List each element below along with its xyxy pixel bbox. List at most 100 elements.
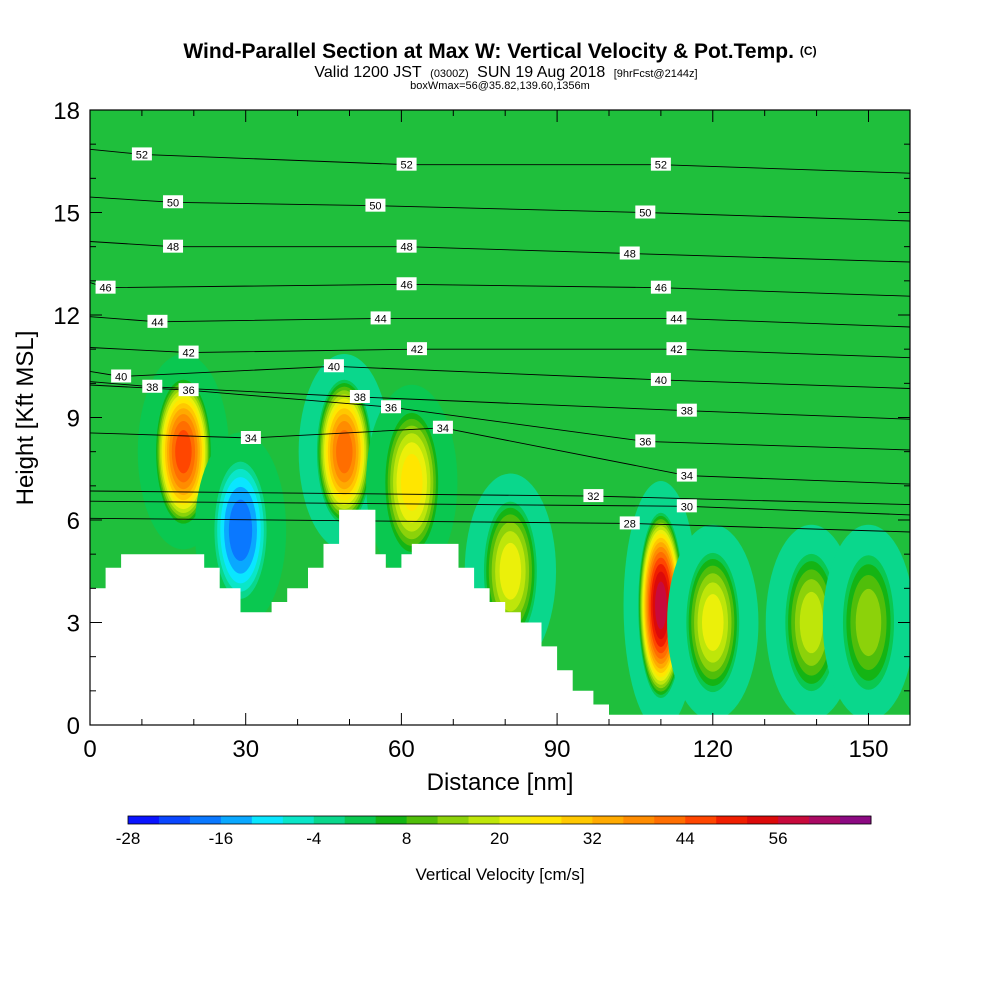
isentrope-label: 38: [349, 390, 370, 404]
velocity-band: [336, 429, 353, 474]
isentrope-label-text: 38: [146, 382, 158, 394]
isentrope-label: 42: [178, 345, 199, 360]
colorbar-swatch: [189, 816, 222, 824]
isentrope-label-text: 34: [437, 423, 449, 435]
isentrope-label: 44: [147, 314, 168, 329]
isentrope-label-box: [95, 280, 116, 294]
y-tick-label: 9: [67, 406, 80, 433]
isentrope-label-text: 50: [639, 208, 651, 220]
velocity-cell: [822, 524, 910, 721]
isentrope-label-text: 52: [136, 149, 148, 161]
colorbar-swatch: [282, 816, 315, 824]
y-tick-label: 0: [67, 713, 80, 740]
y-tick-label: 15: [53, 201, 80, 228]
colorbar-swatch: [623, 816, 655, 824]
isentrope-label: 34: [432, 420, 453, 435]
isentrope-label-box: [676, 468, 697, 482]
isentrope-label: 46: [95, 280, 116, 295]
colorbar-tick-label: 32: [583, 829, 602, 848]
colorbar-swatch: [128, 816, 160, 824]
isentrope-label-text: 42: [182, 348, 194, 360]
velocity-band: [701, 594, 724, 651]
isentrope-label: 50: [163, 195, 184, 209]
isentrope-label-box: [365, 198, 386, 212]
velocity-band: [400, 454, 423, 511]
chart-subtitle: Valid 1200 JST (0300Z) SUN 19 Aug 2018 […: [314, 64, 697, 81]
isentrope-label-text: 46: [655, 283, 667, 295]
velocity-band: [228, 499, 253, 561]
isentrope-label-text: 36: [182, 385, 194, 397]
isentrope-label: 46: [396, 277, 417, 291]
isentrope-label-box: [178, 383, 199, 397]
isentrope-label-text: 34: [681, 471, 693, 483]
subtitle-forecast: [9hrFcst@2144z]: [614, 68, 698, 80]
isentrope-label-box: [349, 390, 370, 403]
isentrope-label-box: [676, 499, 697, 513]
isentrope-label-text: 40: [328, 361, 340, 373]
isentrope-label-box: [650, 372, 671, 386]
isentrope-label-box: [619, 246, 640, 260]
isentrope-label-text: 30: [681, 501, 693, 513]
isentrope-label-text: 40: [655, 375, 667, 387]
colorbar-tick-label: -4: [306, 829, 321, 848]
colorbar-tick-label: 8: [402, 829, 411, 848]
isentrope-label: 50: [365, 198, 386, 213]
isentrope-label-box: [178, 345, 199, 359]
isentrope-label-text: 36: [639, 436, 651, 448]
isentrope-label-text: 50: [167, 197, 179, 209]
y-axis-label: Height [Kft MSL]: [12, 331, 39, 506]
x-tick-label: 0: [83, 736, 96, 763]
isentrope-label: 52: [131, 147, 152, 161]
isentrope-label-box: [650, 280, 671, 294]
isentrope-label-box: [650, 157, 671, 171]
isentrope-label: 44: [666, 311, 687, 325]
colorbar-swatch: [499, 816, 531, 824]
velocity-band: [655, 581, 667, 630]
isentrope-label: 50: [635, 205, 656, 220]
velocity-cell: [667, 524, 759, 721]
isentrope-label-box: [666, 342, 687, 356]
isentrope-label-text: 44: [670, 313, 682, 325]
colorbar-swatch: [344, 816, 377, 824]
isentrope-label: 48: [396, 239, 417, 254]
isentrope-label-box: [396, 239, 417, 253]
colorbar-swatch: [716, 816, 748, 824]
colorbar-swatch: [158, 816, 191, 824]
isentrope-label: 36: [381, 400, 402, 414]
isentrope-label-text: 32: [587, 491, 599, 503]
colorbar-swatch: [747, 816, 779, 824]
isentrope-label-text: 38: [354, 392, 366, 404]
isentrope-label: 34: [240, 431, 261, 445]
velocity-band: [799, 591, 824, 654]
y-tick-label: 3: [67, 611, 80, 638]
isentrope-label: 28: [619, 516, 640, 530]
colorbar: -28 -16 -4 8 20 32 44 56: [116, 815, 872, 848]
colorbar-tick-label: -16: [209, 829, 234, 848]
isentrope-label-text: 48: [624, 249, 636, 261]
isentrope-label: 30: [676, 499, 697, 513]
isentrope-label-box: [323, 359, 344, 373]
isentrope-label-text: 48: [400, 242, 412, 254]
colorbar-swatch: [778, 816, 810, 824]
y-tick-label: 12: [53, 303, 80, 330]
isentrope-label: 36: [178, 383, 199, 397]
x-axis-label: Distance [nm]: [427, 769, 574, 796]
isentrope-label: 40: [111, 369, 132, 384]
isentrope-label-text: 34: [245, 433, 257, 445]
velocity-band: [855, 588, 882, 657]
isentrope-label: 52: [396, 157, 417, 172]
colorbar-tick-label: 44: [676, 829, 695, 848]
colorbar-swatch: [809, 816, 841, 824]
isentrope-label-box: [432, 420, 453, 434]
isentrope-label-box: [666, 311, 687, 325]
x-tick-label: 120: [693, 736, 733, 763]
subtitle-utc: (0300Z): [430, 68, 469, 80]
colorbar-swatch: [313, 816, 346, 824]
isentrope-label-text: 42: [411, 344, 423, 356]
isentrope-label-text: 46: [400, 279, 412, 291]
isentrope-label-text: 42: [670, 344, 682, 356]
colorbar-swatch: [437, 816, 470, 824]
isentrope-label: 46: [650, 280, 671, 295]
